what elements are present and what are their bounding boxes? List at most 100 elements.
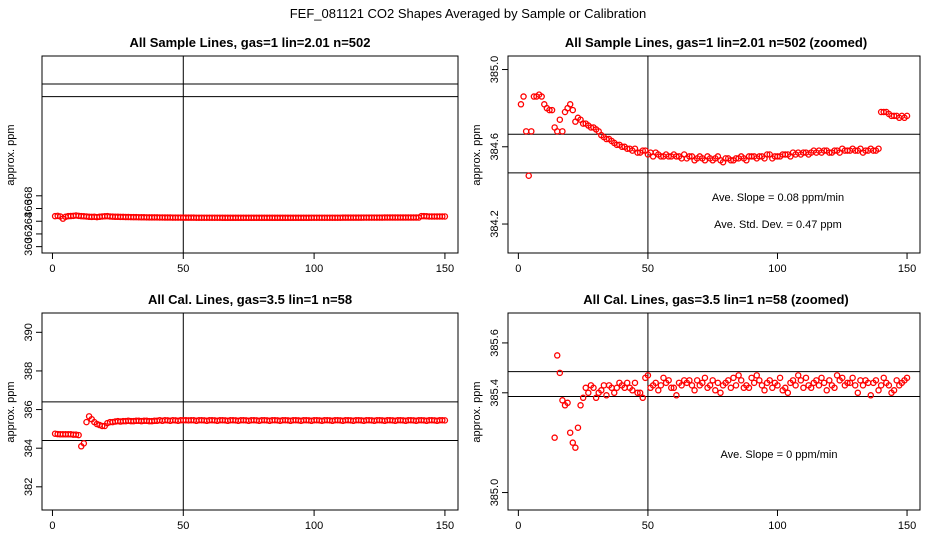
data-point bbox=[652, 379, 659, 387]
data-point bbox=[756, 377, 763, 384]
data-point bbox=[880, 374, 887, 382]
y-tick-label: 368 bbox=[23, 187, 35, 205]
annotation-text: Ave. Slope = 0 ppm/min bbox=[721, 449, 838, 461]
y-axis-label: approx. ppm bbox=[471, 381, 483, 442]
plot-frame bbox=[507, 312, 921, 511]
data-point bbox=[792, 382, 799, 389]
data-point bbox=[577, 402, 584, 409]
data-point bbox=[872, 377, 880, 384]
data-point bbox=[686, 377, 693, 384]
x-tick-label: 0 bbox=[49, 263, 55, 275]
data-point bbox=[579, 394, 587, 402]
x-tick-label: 50 bbox=[642, 520, 654, 532]
data-point bbox=[745, 384, 753, 392]
y-tick-label: 384.6 bbox=[489, 133, 501, 161]
x-tick-label: 0 bbox=[515, 520, 521, 532]
data-point bbox=[598, 387, 605, 394]
data-point bbox=[655, 387, 662, 394]
data-point bbox=[714, 379, 722, 387]
data-point bbox=[441, 417, 449, 424]
y-tick-label: 385.0 bbox=[489, 479, 501, 507]
data-point bbox=[83, 418, 90, 426]
data-point bbox=[867, 392, 875, 399]
data-point bbox=[815, 382, 823, 389]
data-point bbox=[441, 213, 449, 220]
panel-cal-lines: All Cal. Lines, gas=3.5 lin=1 n=58 appro… bbox=[5, 292, 459, 532]
data-point bbox=[854, 389, 862, 397]
data-point bbox=[800, 384, 807, 392]
data-point bbox=[802, 374, 810, 382]
data-point bbox=[691, 387, 698, 394]
data-point bbox=[665, 377, 672, 384]
data-point bbox=[590, 384, 597, 392]
data-point bbox=[538, 93, 545, 100]
panel-title: All Sample Lines, gas=1 lin=2.01 n=502 bbox=[130, 35, 371, 50]
data-point bbox=[629, 387, 636, 394]
data-point bbox=[439, 213, 446, 220]
data-point bbox=[54, 212, 61, 220]
panel-cal-lines-zoomed: All Cal. Lines, gas=3.5 lin=1 n=58 (zoom… bbox=[471, 292, 921, 532]
data-point bbox=[657, 382, 665, 389]
data-point bbox=[75, 431, 82, 439]
data-point bbox=[667, 384, 675, 392]
data-point bbox=[528, 128, 535, 135]
data-point bbox=[758, 382, 766, 389]
data-point bbox=[849, 374, 856, 382]
data-point bbox=[546, 106, 553, 114]
data-point bbox=[603, 392, 610, 399]
data-point bbox=[737, 377, 745, 384]
y-tick-label: 384.2 bbox=[489, 210, 501, 238]
x-tick-label: 100 bbox=[768, 263, 786, 275]
data-point bbox=[553, 128, 561, 135]
data-point bbox=[551, 434, 558, 441]
x-tick-label: 0 bbox=[515, 263, 521, 275]
data-point bbox=[735, 372, 742, 379]
data-point bbox=[569, 106, 577, 114]
data-point bbox=[98, 422, 106, 430]
data-point bbox=[748, 374, 755, 382]
x-tick-label: 150 bbox=[436, 263, 454, 275]
y-axis-label: approx. ppm bbox=[5, 124, 17, 185]
data-point bbox=[522, 128, 530, 135]
data-point bbox=[631, 379, 639, 387]
figure-title: FEF_081121 CO2 Shapes Averaged by Sample… bbox=[290, 6, 647, 21]
data-point bbox=[769, 384, 776, 392]
plot-frame bbox=[41, 55, 459, 254]
data-point bbox=[797, 377, 805, 384]
data-point bbox=[701, 374, 709, 382]
data-point bbox=[851, 382, 859, 389]
data-point bbox=[807, 384, 815, 392]
y-axis-label: approx. ppm bbox=[471, 124, 483, 185]
data-point bbox=[725, 377, 732, 384]
plot-frame bbox=[507, 55, 921, 254]
annotation-text: Ave. Std. Dev. = 0.47 ppm bbox=[714, 219, 842, 231]
y-tick-label: 360 bbox=[23, 237, 35, 255]
data-point bbox=[610, 389, 618, 397]
data-point bbox=[776, 374, 784, 382]
data-point bbox=[623, 379, 631, 387]
data-point bbox=[885, 382, 893, 389]
data-point bbox=[673, 392, 680, 399]
y-tick-label: 366 bbox=[23, 199, 35, 217]
x-tick-label: 150 bbox=[898, 520, 916, 532]
data-point bbox=[784, 389, 792, 397]
data-point bbox=[875, 387, 882, 394]
data-point bbox=[709, 377, 716, 384]
x-tick-label: 50 bbox=[177, 263, 189, 275]
data-point bbox=[639, 147, 646, 154]
y-axis-label: approx. ppm bbox=[5, 381, 17, 442]
data-point bbox=[693, 377, 701, 384]
data-point bbox=[439, 416, 446, 424]
data-point bbox=[890, 387, 898, 394]
data-point bbox=[634, 389, 641, 397]
data-point bbox=[553, 352, 561, 359]
data-point bbox=[517, 101, 525, 108]
data-point bbox=[699, 379, 706, 387]
data-point bbox=[520, 93, 527, 100]
data-point bbox=[831, 384, 838, 392]
data-point bbox=[585, 389, 592, 397]
annotation-text: Ave. Slope = 0.08 ppm/min bbox=[712, 192, 844, 204]
panel-sample-lines-zoomed: All Sample Lines, gas=1 lin=2.01 n=502 (… bbox=[471, 35, 921, 275]
panel-sample-lines: All Sample Lines, gas=1 lin=2.01 n=502 a… bbox=[5, 35, 459, 275]
